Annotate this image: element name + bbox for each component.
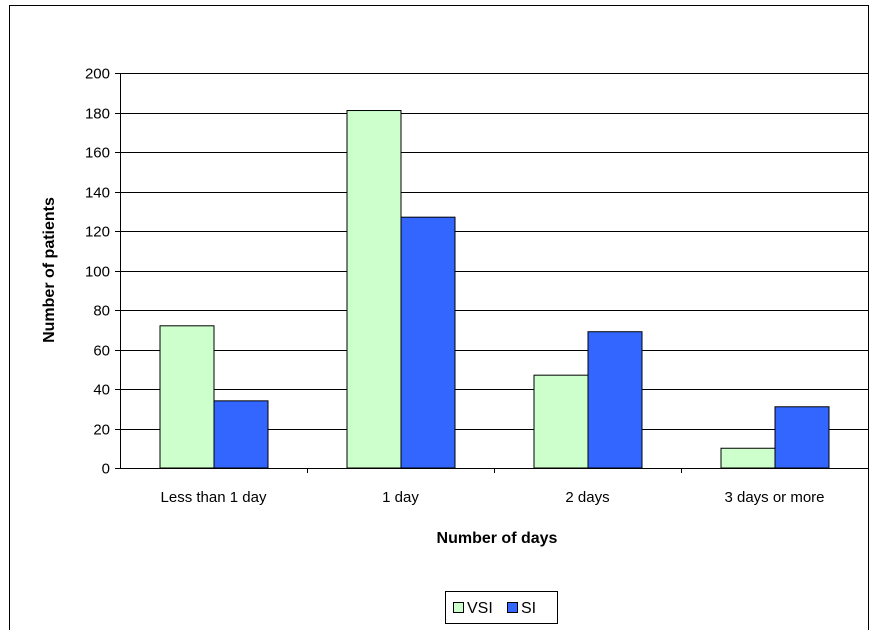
y-tick-label: 140 [85, 185, 110, 202]
legend-swatch-si [507, 602, 518, 613]
bar-si-3 [774, 406, 830, 469]
legend-swatch-vsi [453, 602, 464, 613]
y-tick-label: 160 [85, 145, 110, 162]
y-tick-label: 0 [102, 461, 110, 478]
bar-si-0 [213, 400, 269, 469]
x-axis-title: Number of days [437, 530, 558, 547]
bar-si-1 [400, 216, 456, 469]
y-tick-label: 40 [93, 382, 110, 399]
bar-si-2 [587, 331, 643, 469]
bar-vsi-0 [159, 325, 215, 469]
legend-label-si: SI [521, 600, 536, 617]
y-tick-label: 20 [93, 422, 110, 439]
legend-label-vsi: VSI [467, 600, 493, 617]
x-tick-label: 2 days [565, 489, 609, 506]
x-tick-label: 1 day [382, 489, 419, 506]
y-tick-label: 200 [85, 66, 110, 83]
y-tick-label: 100 [85, 264, 110, 281]
bar-vsi-3 [720, 447, 776, 469]
bar-vsi-2 [533, 374, 589, 469]
axes [115, 73, 869, 473]
y-axis-title: Number of patients [41, 197, 58, 343]
tick-labels: 0 20 40 60 80 100 120 140 160 180 200 Less than 1 d… [85, 66, 825, 507]
legend-box [445, 591, 558, 624]
x-tick-label: 3 days or more [724, 489, 824, 506]
legend: VSI SI [445, 591, 558, 624]
bars [159, 110, 830, 469]
bar-vsi-1 [346, 110, 402, 469]
y-tick-label: 80 [93, 303, 110, 320]
y-tick-label: 60 [93, 343, 110, 360]
y-tick-label: 180 [85, 106, 110, 123]
y-tick-label: 120 [85, 224, 110, 241]
x-tick-label: Less than 1 day [161, 489, 267, 506]
gridlines [120, 73, 868, 430]
